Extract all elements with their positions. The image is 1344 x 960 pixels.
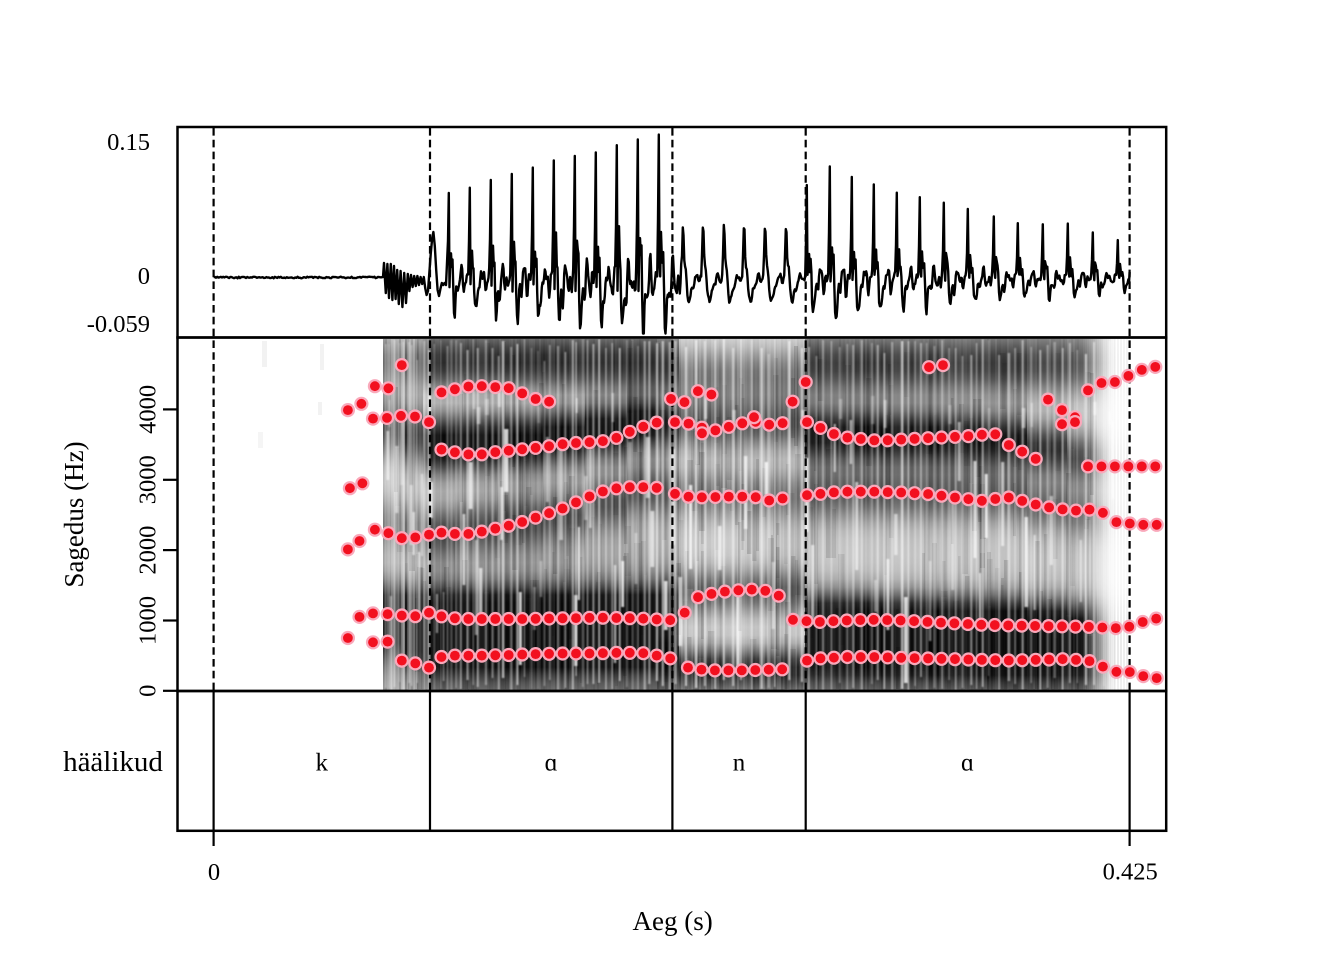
svg-text:0: 0 <box>135 685 162 697</box>
svg-text:0: 0 <box>208 859 220 886</box>
svg-text:1000: 1000 <box>135 596 162 645</box>
svg-text:-0.059: -0.059 <box>87 311 150 338</box>
svg-text:2000: 2000 <box>135 526 162 575</box>
svg-text:Sagedus (Hz): Sagedus (Hz) <box>59 441 89 587</box>
svg-text:häälikud: häälikud <box>63 746 163 778</box>
svg-text:3000: 3000 <box>135 455 162 504</box>
svg-text:n: n <box>733 749 746 776</box>
svg-text:4000: 4000 <box>135 385 162 434</box>
svg-text:0.425: 0.425 <box>1103 859 1158 886</box>
svg-text:Aeg (s): Aeg (s) <box>632 906 712 936</box>
svg-text:ɑ: ɑ <box>545 749 558 776</box>
svg-text:ɑ: ɑ <box>961 749 974 776</box>
svg-text:0.15: 0.15 <box>107 129 150 156</box>
svg-text:k: k <box>316 749 329 776</box>
svg-text:0: 0 <box>138 263 150 290</box>
